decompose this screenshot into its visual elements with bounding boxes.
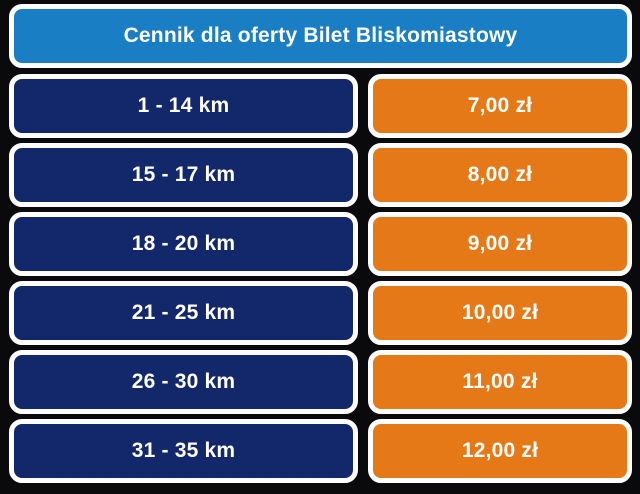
price-cell: 9,00 zł — [368, 212, 632, 276]
distance-cell: 15 - 17 km — [9, 143, 358, 207]
price-cell: 10,00 zł — [368, 281, 632, 345]
price-row: 15 - 17 km 8,00 zł — [9, 143, 632, 207]
pricing-title: Cennik dla oferty Bilet Bliskomiastowy — [123, 24, 518, 47]
distance-label: 1 - 14 km — [137, 94, 230, 117]
price-label: 11,00 zł — [462, 370, 538, 393]
distance-label: 31 - 35 km — [131, 439, 236, 462]
price-row: 21 - 25 km 10,00 zł — [9, 281, 632, 345]
distance-cell: 26 - 30 km — [9, 350, 358, 414]
distance-cell: 21 - 25 km — [9, 281, 358, 345]
price-cell: 7,00 zł — [368, 74, 632, 138]
price-label: 7,00 zł — [467, 94, 533, 117]
price-cell: 11,00 zł — [368, 350, 632, 414]
price-label: 8,00 zł — [467, 163, 533, 186]
price-row: 31 - 35 km 12,00 zł — [9, 419, 632, 483]
distance-label: 21 - 25 km — [131, 301, 236, 324]
distance-label: 18 - 20 km — [131, 232, 236, 255]
distance-cell: 31 - 35 km — [9, 419, 358, 483]
price-row: 26 - 30 km 11,00 zł — [9, 350, 632, 414]
price-cell: 12,00 zł — [368, 419, 632, 483]
distance-cell: 18 - 20 km — [9, 212, 358, 276]
price-row: 1 - 14 km 7,00 zł — [9, 74, 632, 138]
price-row: 18 - 20 km 9,00 zł — [9, 212, 632, 276]
price-label: 12,00 zł — [461, 439, 539, 462]
price-cell: 8,00 zł — [368, 143, 632, 207]
price-label: 9,00 zł — [467, 232, 533, 255]
distance-cell: 1 - 14 km — [9, 74, 358, 138]
price-label: 10,00 zł — [461, 301, 539, 324]
distance-label: 26 - 30 km — [131, 370, 236, 393]
pricing-header: Cennik dla oferty Bilet Bliskomiastowy — [9, 4, 632, 68]
distance-label: 15 - 17 km — [131, 163, 236, 186]
pricing-rows: 1 - 14 km 7,00 zł 15 - 17 km 8,00 zł 18 … — [9, 74, 632, 483]
